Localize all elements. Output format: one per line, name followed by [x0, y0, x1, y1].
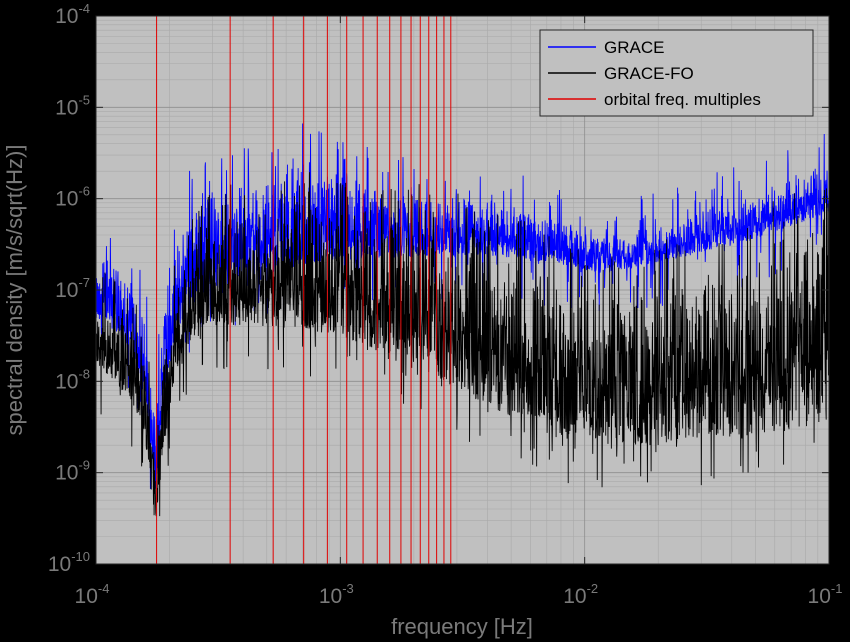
x-tick-label: 10-4 [75, 581, 110, 608]
y-tick-label: 10-10 [48, 549, 90, 576]
x-axis-label: frequency [Hz] [391, 614, 533, 639]
y-tick-label: 10-5 [55, 92, 90, 119]
y-tick-label: 10-4 [55, 1, 90, 28]
x-axis-ticks: 10-4 10-3 10-2 10-1 [75, 16, 843, 608]
legend: GRACE GRACE-FO orbital freq. multiples [539, 29, 814, 117]
x-tick-label: 10-3 [319, 581, 354, 608]
series-line-1 [95, 172, 830, 517]
legend-label-orbital: orbital freq. multiples [604, 90, 761, 109]
x-tick-label: 10-2 [563, 581, 598, 608]
y-tick-label: 10-8 [55, 366, 90, 393]
y-tick-label: 10-9 [55, 458, 90, 485]
series-layer [95, 123, 830, 517]
y-tick-label: 10-7 [55, 275, 90, 302]
legend-label-grace-fo: GRACE-FO [604, 64, 694, 83]
y-tick-label: 10-6 [55, 184, 90, 211]
orbital-frequency-lines [156, 16, 452, 564]
legend-label-grace: GRACE [604, 38, 664, 57]
series-line-0 [95, 123, 830, 490]
y-axis-label: spectral density [m/s/sqrt(Hz)] [2, 145, 27, 436]
y-axis-ticks: 10-10 10-9 10-8 10-7 10-6 10-5 10-4 [48, 1, 829, 576]
x-tick-label: 10-1 [808, 581, 843, 608]
